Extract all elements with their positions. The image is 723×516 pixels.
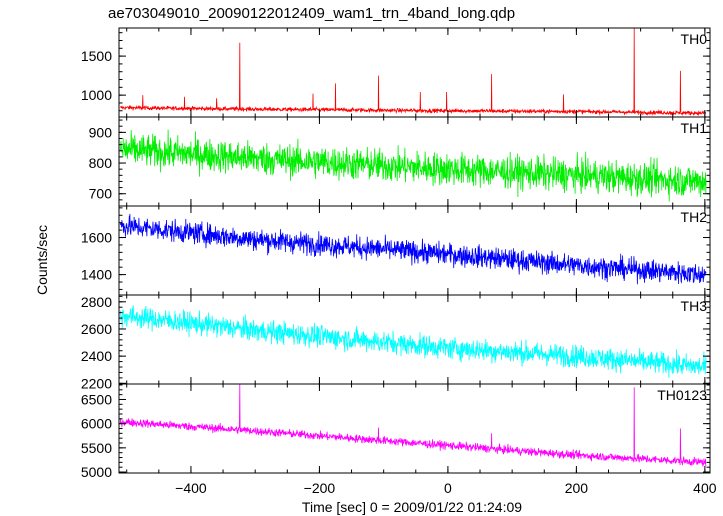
panel-th3: 2200 2400 2600 2800 TH3 bbox=[81, 294, 711, 391]
series-line-th3 bbox=[119, 305, 707, 378]
y-tick-label: 700 bbox=[89, 186, 113, 202]
x-tick-label: 200 bbox=[565, 480, 589, 496]
panel-label: TH0 bbox=[681, 31, 708, 47]
y-tick-label: 1600 bbox=[81, 230, 112, 246]
x-tick-label: 0 bbox=[444, 480, 452, 496]
panel-th1: 700 800 900 TH1 bbox=[89, 116, 711, 207]
x-tick-label: −200 bbox=[304, 480, 336, 496]
panel-th2: 1400 1600 TH2 bbox=[81, 205, 711, 296]
x-tick-label: 400 bbox=[693, 480, 717, 496]
y-tick-label: 900 bbox=[89, 124, 113, 140]
y-tick-label: 1000 bbox=[81, 87, 112, 103]
series-line-th2 bbox=[119, 213, 707, 285]
panel-label: TH1 bbox=[681, 120, 708, 136]
chart-title: ae703049010_20090122012409_wam1_trn_4ban… bbox=[108, 5, 515, 22]
panel-th0123: 5000 5500 6000 6500 TH0123 bbox=[81, 383, 711, 480]
y-tick-label: 5000 bbox=[81, 464, 112, 480]
x-axis-label: Time [sec] 0 = 2009/01/22 01:24:09 bbox=[302, 499, 522, 515]
y-tick-label: 5500 bbox=[81, 440, 112, 456]
y-tick-label: 2600 bbox=[81, 321, 112, 337]
x-axis: −400 −200 0 200 400 bbox=[175, 480, 717, 496]
panels: 1000 1500 TH0 700 800 900 TH1 1400 1600 TH2 2200 24… bbox=[81, 27, 711, 480]
x-tick-label: −400 bbox=[175, 480, 207, 496]
panel-label: TH0123 bbox=[657, 387, 707, 403]
y-tick-label: 2800 bbox=[81, 294, 112, 310]
y-tick-label: 6500 bbox=[81, 391, 112, 407]
panel-th0: 1000 1500 TH0 bbox=[81, 27, 711, 118]
y-tick-label: 1400 bbox=[81, 267, 112, 283]
series-line-th1 bbox=[119, 129, 707, 202]
y-tick-label: 2200 bbox=[81, 375, 112, 391]
series-line-th0 bbox=[120, 28, 707, 116]
y-axis-label: Counts/sec bbox=[34, 225, 50, 295]
series-line-th0123 bbox=[119, 384, 707, 467]
panel-frame bbox=[118, 294, 711, 385]
y-tick-label: 6000 bbox=[81, 416, 112, 432]
panel-frame bbox=[118, 27, 711, 118]
y-tick-label: 800 bbox=[89, 155, 113, 171]
y-tick-label: 1500 bbox=[81, 48, 112, 64]
panel-label: TH2 bbox=[681, 209, 708, 225]
panel-label: TH3 bbox=[681, 298, 708, 314]
y-tick-label: 2400 bbox=[81, 348, 112, 364]
